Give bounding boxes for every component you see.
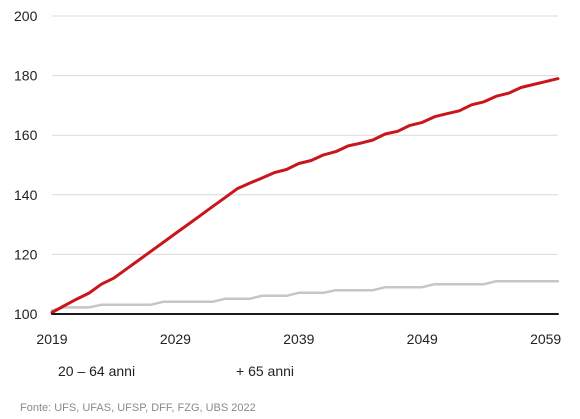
x-tick-label-2049: 2049 [407, 331, 438, 347]
y-tick-label-180: 180 [14, 68, 38, 84]
legend-label-20-64: 20 – 64 anni [58, 363, 135, 379]
y-axis: 100 120 140 160 180 200 [14, 8, 38, 322]
legend: 20 – 64 anni + 65 anni [58, 363, 294, 379]
plot-area [50, 77, 560, 315]
grid-layer [52, 15, 558, 255]
y-tick-label-140: 140 [14, 187, 38, 203]
x-tick-label-2019: 2019 [36, 331, 67, 347]
x-axis: 2019 2029 2039 2049 2059 [36, 331, 561, 347]
legend-label-65-plus: + 65 anni [236, 363, 294, 379]
y-tick-label-120: 120 [14, 246, 38, 262]
x-tick-label-2059: 2059 [530, 331, 561, 347]
y-tick-label-200: 200 [14, 8, 38, 24]
y-tick-label-100: 100 [14, 306, 38, 322]
x-tick-label-2029: 2029 [160, 331, 191, 347]
x-tick-label-2039: 2039 [283, 331, 314, 347]
series-line-65-plus [50, 77, 560, 314]
series-line-grey [50, 279, 560, 312]
source-note: Fonte: UFS, UFAS, UFSP, DFF, FZG, UBS 20… [20, 402, 256, 414]
y-tick-label-160: 160 [14, 127, 38, 143]
